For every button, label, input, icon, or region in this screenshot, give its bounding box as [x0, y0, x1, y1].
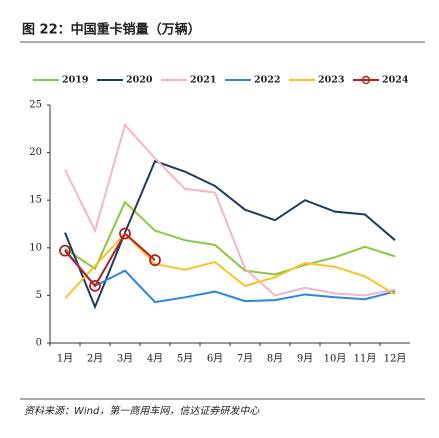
point-marker — [59, 244, 71, 257]
x-tick-label: 2月 — [87, 353, 103, 365]
point-marker — [89, 279, 101, 292]
series-line — [64, 249, 396, 304]
y-tick-label: 0 — [36, 338, 42, 349]
series-line — [64, 232, 396, 299]
point-marker — [149, 254, 161, 267]
x-tick-label: 6月 — [207, 353, 223, 365]
point-marker — [119, 227, 131, 240]
x-tick-label: 9月 — [297, 353, 313, 365]
legend-marker — [361, 75, 371, 85]
x-tick-label: 7月 — [237, 353, 253, 365]
y-tick-label: 20 — [29, 147, 42, 158]
source: 资料来源：Wind，第一商用车网，信达证券研发中心 — [24, 405, 260, 417]
x-tick-label: 11月 — [354, 353, 377, 365]
series-line — [64, 159, 396, 310]
legend-label: 2020 — [126, 75, 153, 86]
chart-title: 图 22：中国重卡销量（万辆） — [22, 22, 201, 38]
legend-label: 2023 — [318, 75, 344, 86]
x-tick-label: 10月 — [324, 353, 347, 365]
y-tick-label: 10 — [29, 242, 42, 253]
x-tick-label: 5月 — [177, 353, 193, 365]
y-tick-label: 25 — [29, 100, 42, 111]
x-tick-label: 8月 — [267, 353, 283, 365]
x-tick-label: 12月 — [384, 353, 407, 365]
y-tick-label: 15 — [29, 195, 42, 206]
series-line — [64, 122, 396, 297]
series-line — [64, 231, 156, 288]
legend-label: 2019 — [62, 75, 89, 86]
legend-label: 2021 — [190, 75, 216, 86]
x-tick-label: 4月 — [147, 353, 163, 365]
legend-label: 2022 — [254, 75, 280, 86]
y-tick-label: 5 — [36, 290, 42, 301]
legend-label: 2024 — [382, 75, 409, 86]
x-tick-label: 1月 — [57, 353, 73, 365]
x-tick-label: 3月 — [117, 353, 133, 365]
series-line — [64, 200, 396, 276]
